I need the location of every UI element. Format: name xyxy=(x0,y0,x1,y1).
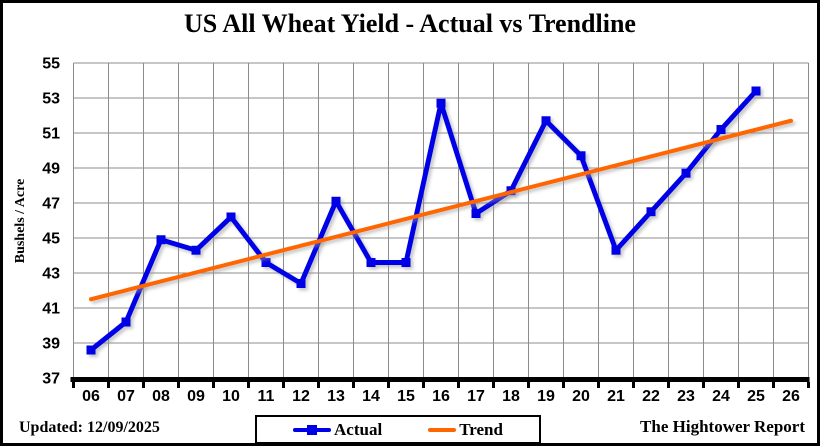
actual-data-point-marker xyxy=(331,196,341,206)
legend-item-actual: Actual xyxy=(293,420,382,440)
actual-data-point-marker xyxy=(296,279,306,288)
chart-title: US All Wheat Yield - Actual vs Trendline xyxy=(184,9,636,38)
actual-data-point-marker xyxy=(156,235,166,245)
actual-data-point-marker xyxy=(716,125,726,134)
x-tick-label: 18 xyxy=(502,388,520,405)
x-tick-label: 23 xyxy=(677,388,695,405)
actual-data-point-marker xyxy=(191,245,201,255)
actual-data-point-marker xyxy=(751,86,761,96)
y-tick-label: 47 xyxy=(42,196,60,213)
x-tick-label: 10 xyxy=(222,388,240,405)
x-tick-label: 17 xyxy=(467,388,485,405)
actual-data-point-marker xyxy=(436,98,446,108)
gridlines xyxy=(73,62,809,379)
x-tick-label: 21 xyxy=(607,388,625,405)
y-tick-label: 37 xyxy=(42,371,60,388)
series-trend xyxy=(89,118,793,302)
x-tick-label: 15 xyxy=(397,388,415,405)
x-tick-label: 07 xyxy=(117,388,135,405)
legend-trend-label: Trend xyxy=(459,419,503,439)
x-tick-label: 22 xyxy=(642,388,660,405)
x-tick-label: 08 xyxy=(152,388,170,405)
x-tick-label: 13 xyxy=(327,388,345,405)
legend-item-trend: Trend xyxy=(428,420,503,440)
axis-tick-labels: 06 07 08 09 10 11 12 13 14 15 16 17 18 19 20 21 22 23 24 25… xyxy=(42,56,800,406)
x-tick-label: 24 xyxy=(712,388,730,405)
y-tick-label: 43 xyxy=(42,266,60,283)
y-tick-label: 53 xyxy=(42,91,60,108)
chart-legend: Actual Trend xyxy=(255,415,541,443)
actual-data-point-marker xyxy=(366,258,376,267)
x-tick-label: 12 xyxy=(292,388,310,405)
credit-label: The Hightower Report xyxy=(640,417,805,436)
legend-actual-label: Actual xyxy=(334,419,383,439)
x-axis xyxy=(70,377,810,388)
x-tick-label: 26 xyxy=(782,388,800,405)
x-tick-label: 06 xyxy=(82,388,100,405)
y-tick-label: 39 xyxy=(42,336,60,353)
x-tick-label: 19 xyxy=(537,388,555,405)
trend-line-sample-icon xyxy=(428,424,457,436)
actual-line-sample-icon xyxy=(293,424,332,436)
actual-line xyxy=(89,89,758,352)
x-tick-label: 14 xyxy=(362,388,380,405)
actual-data-point-marker xyxy=(646,207,656,217)
series-actual xyxy=(86,86,761,355)
y-tick-label: 45 xyxy=(42,231,60,248)
x-tick-label: 20 xyxy=(572,388,590,405)
x-tick-label: 11 xyxy=(258,388,275,405)
actual-data-point-marker xyxy=(576,151,586,161)
actual-data-point-marker xyxy=(121,317,131,327)
y-tick-label: 49 xyxy=(42,161,60,178)
x-tick-label: 09 xyxy=(187,388,205,405)
updated-date-label: Updated: 12/09/2025 xyxy=(19,419,160,436)
actual-data-point-marker xyxy=(611,245,621,255)
x-tick-label: 25 xyxy=(747,388,765,405)
actual-data-point-marker xyxy=(471,209,481,218)
actual-data-point-marker xyxy=(226,212,236,222)
trend-line xyxy=(89,118,793,302)
line-chart: 06 07 08 09 10 11 12 13 14 15 16 17 18 19 20 21 22 23 24 25… xyxy=(42,56,810,406)
y-tick-label: 55 xyxy=(42,56,60,73)
actual-data-point-marker xyxy=(541,116,551,126)
actual-data-point-marker xyxy=(401,258,411,267)
actual-data-point-marker xyxy=(681,168,691,178)
y-tick-label: 41 xyxy=(42,301,60,318)
actual-data-point-marker xyxy=(261,258,271,267)
actual-data-point-marker xyxy=(86,345,96,355)
y-tick-label: 51 xyxy=(42,126,60,143)
x-tick-label: 16 xyxy=(432,388,450,405)
